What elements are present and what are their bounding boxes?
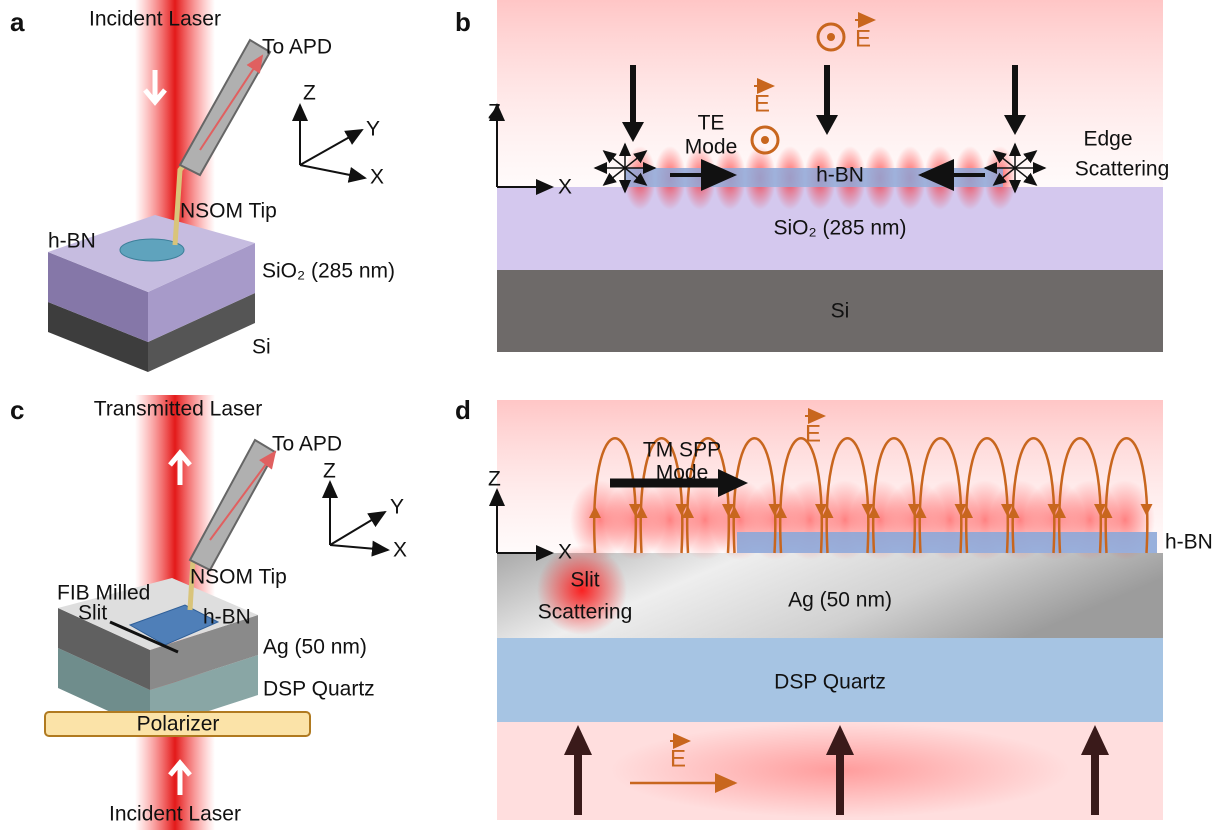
figure: a Incident Laser To APD Z Y X NSOM Tip h… [0,0,1230,830]
label: TM SPP [643,439,721,462]
label: h-BN [816,164,864,187]
axis-label: Y [390,496,404,519]
label: h-BN [1165,531,1213,554]
axis [330,512,385,545]
axis-label: Z [488,468,501,491]
axis-label: Y [366,118,380,141]
label: SiO₂ (285 nm) [262,260,395,283]
label: Ag (50 nm) [788,589,892,612]
axis [300,165,365,178]
e-field-label: E [754,90,770,117]
label: SiO₂ (285 nm) [773,217,906,240]
label: h-BN [203,606,251,629]
label: h-BN [48,230,96,253]
label: Slit [78,602,107,625]
panel-b: b E E Z X TE Mode h-BN Edge Scattering S… [455,0,1169,352]
label: Transmitted Laser [94,398,262,421]
panel-c: c Transmitted Laser Polarizer Incident L… [10,395,407,830]
label: DSP Quartz [263,678,375,701]
panel-label: b [455,7,471,37]
axis-label: X [558,541,572,564]
axis-label: Z [303,82,316,105]
label: Slit [570,569,599,592]
e-field-label: E [805,420,821,447]
axis-label: X [558,176,572,199]
label: Edge [1083,128,1132,151]
label: Si [831,300,850,323]
panel-label: c [10,395,24,425]
hbn-strip [737,532,1157,553]
label: NSOM Tip [180,200,277,223]
axis [330,545,388,550]
label: Scattering [1075,158,1170,181]
label: Polarizer [137,713,220,736]
panel-label: a [10,7,25,37]
axis [300,130,362,165]
hbn-strip [625,168,1003,187]
label: TE [698,112,725,135]
out-of-plane-dot [827,33,835,41]
label: To APD [272,433,342,456]
e-field-label: E [855,25,871,52]
label: Mode [685,136,738,159]
label: DSP Quartz [774,671,886,694]
panel-label: d [455,395,471,425]
axis-label: Z [323,460,336,483]
label: NSOM Tip [190,566,287,589]
axis-label: Z [488,101,501,124]
label: Incident Laser [89,8,221,31]
panel-d: d TM SPP Mode E Z X h-BN Slit Scattering… [455,395,1213,820]
axis-label: X [393,539,407,562]
label: Scattering [538,601,633,624]
label: To APD [262,36,332,59]
out-of-plane-dot [761,136,769,144]
label: Si [252,336,271,359]
panel-a: a Incident Laser To APD Z Y X NSOM Tip h… [10,0,395,372]
label: Incident Laser [109,803,241,826]
e-field-label: E [670,745,686,772]
label: Ag (50 nm) [263,636,367,659]
axis-label: X [370,166,384,189]
